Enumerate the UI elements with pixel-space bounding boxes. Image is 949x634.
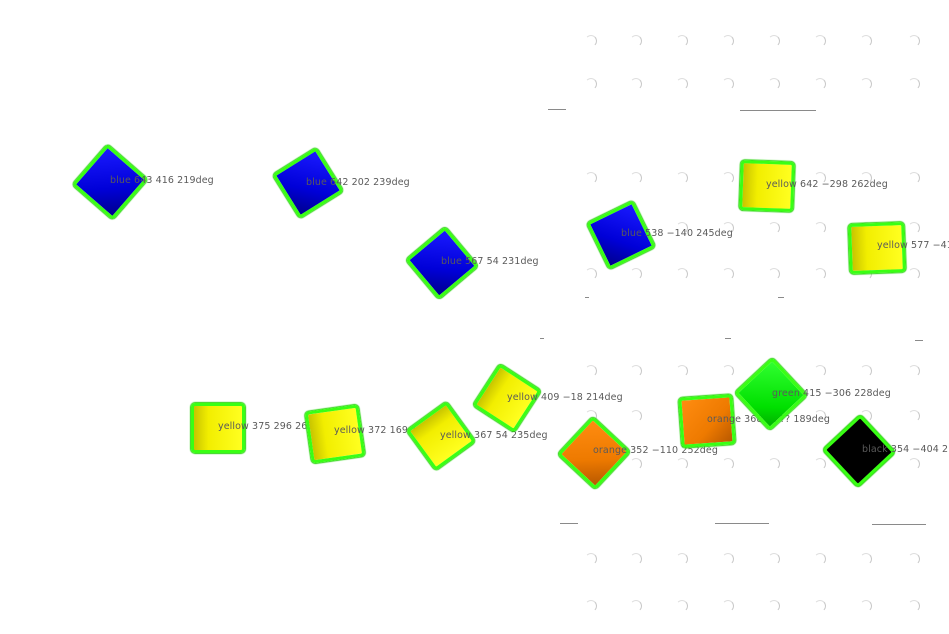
peg-dash <box>560 523 578 524</box>
peg-dot <box>585 553 597 565</box>
peg-dot <box>676 268 688 280</box>
peg-dot <box>585 365 597 377</box>
peg-dot <box>908 222 920 234</box>
peg-dot <box>630 365 642 377</box>
peg-dash <box>740 110 816 111</box>
peg-dot <box>860 172 872 184</box>
peg-dot <box>860 600 872 612</box>
block-label: yellow 409 −18 214deg <box>507 392 623 403</box>
block-label: yellow 367 54 235deg <box>440 430 548 441</box>
peg-dot <box>630 268 642 280</box>
peg-dot <box>768 222 780 234</box>
peg-dot <box>814 410 826 422</box>
peg-dot <box>722 172 734 184</box>
peg-dash <box>548 109 566 110</box>
peg-dot <box>814 268 826 280</box>
peg-dash <box>715 523 769 524</box>
peg-dot <box>860 410 872 422</box>
block-label: blue 538 −140 245deg <box>621 228 733 239</box>
peg-dot <box>814 35 826 47</box>
peg-dot <box>814 600 826 612</box>
peg-dash <box>540 338 544 339</box>
peg-dot <box>908 458 920 470</box>
peg-dot <box>585 35 597 47</box>
peg-dot <box>585 172 597 184</box>
peg-dash <box>915 340 923 341</box>
peg-dot <box>814 365 826 377</box>
peg-dot <box>722 365 734 377</box>
peg-dash <box>725 338 731 339</box>
block-label: orange 352 −110 252deg <box>593 445 718 456</box>
peg-dot <box>814 458 826 470</box>
peg-dot <box>814 553 826 565</box>
peg-dot <box>722 78 734 90</box>
peg-dot <box>630 600 642 612</box>
peg-dot <box>676 35 688 47</box>
peg-dot <box>908 268 920 280</box>
peg-dot <box>908 410 920 422</box>
yellow-block <box>191 403 245 453</box>
peg-dot <box>768 600 780 612</box>
peg-dot <box>908 172 920 184</box>
peg-dot <box>722 458 734 470</box>
peg-dash <box>872 524 926 525</box>
peg-dot <box>722 222 734 234</box>
peg-dot <box>860 35 872 47</box>
peg-dot <box>722 35 734 47</box>
peg-dot <box>630 78 642 90</box>
peg-dot <box>814 172 826 184</box>
peg-dot <box>676 553 688 565</box>
peg-dot <box>630 458 642 470</box>
peg-dot <box>814 222 826 234</box>
block-label: yellow 577 −41 <box>877 240 949 251</box>
peg-dot <box>908 365 920 377</box>
block-label: green 415 −306 228deg <box>772 388 891 399</box>
peg-dot <box>908 600 920 612</box>
peg-dot <box>585 78 597 90</box>
peg-dot <box>676 172 688 184</box>
peg-dot <box>860 365 872 377</box>
peg-dot <box>722 553 734 565</box>
peg-dot <box>630 410 642 422</box>
peg-dash <box>585 297 589 298</box>
peg-dot <box>585 410 597 422</box>
peg-dot <box>585 268 597 280</box>
block-label: blue 567 54 231deg <box>441 256 539 267</box>
peg-dot <box>908 78 920 90</box>
peg-dot <box>768 458 780 470</box>
block-label: yellow 375 296 267deg <box>218 421 332 432</box>
peg-dot <box>860 78 872 90</box>
peg-dot <box>768 78 780 90</box>
peg-dash <box>778 297 784 298</box>
peg-dot <box>630 35 642 47</box>
peg-dot <box>585 600 597 612</box>
peg-dot <box>860 553 872 565</box>
peg-dot <box>630 172 642 184</box>
peg-dot <box>768 268 780 280</box>
peg-dot <box>676 458 688 470</box>
peg-dot <box>908 553 920 565</box>
peg-dot <box>814 78 826 90</box>
peg-dot <box>722 600 734 612</box>
peg-dot <box>630 553 642 565</box>
peg-dot <box>676 78 688 90</box>
block-label: blue 643 416 219deg <box>110 175 214 186</box>
peg-dot <box>676 222 688 234</box>
peg-dot <box>722 268 734 280</box>
block-label: yellow 642 −298 262deg <box>766 179 888 190</box>
peg-dot <box>768 35 780 47</box>
peg-dot <box>768 553 780 565</box>
peg-dot <box>676 600 688 612</box>
block-label: yellow 372 169 194deg <box>334 425 448 436</box>
block-label: black 354 −404 2 <box>862 444 949 455</box>
peg-dot <box>908 35 920 47</box>
peg-dot <box>676 365 688 377</box>
block-label: blue 642 202 239deg <box>306 177 410 188</box>
